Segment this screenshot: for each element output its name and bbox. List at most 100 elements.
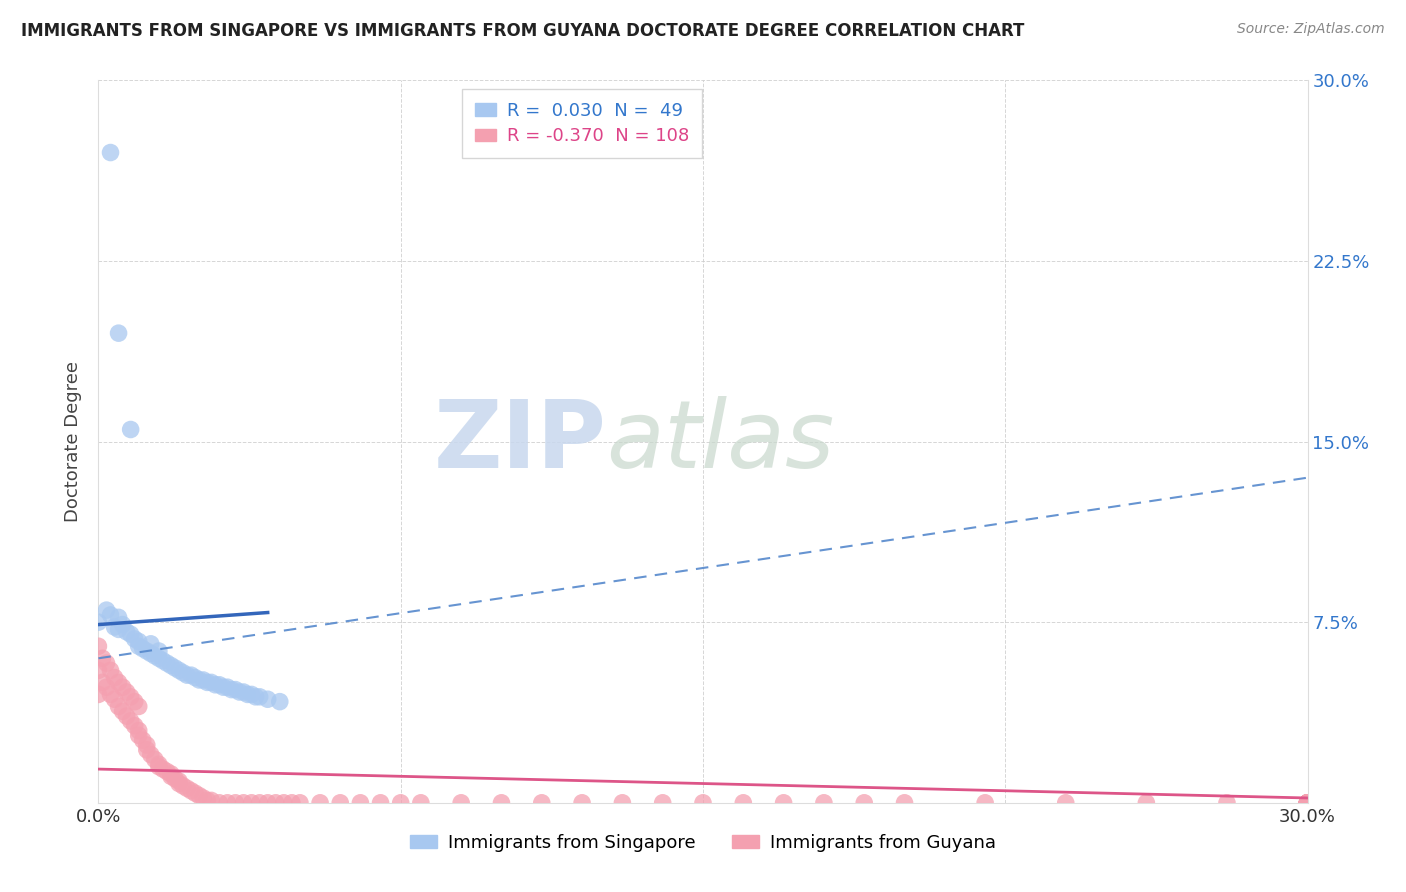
Point xyxy=(1296,796,1319,810)
Point xyxy=(571,796,593,810)
Point xyxy=(1296,796,1319,810)
Point xyxy=(103,692,125,706)
Point xyxy=(269,695,291,709)
Point xyxy=(1296,796,1319,810)
Point xyxy=(256,796,278,810)
Point xyxy=(236,687,259,701)
Point xyxy=(184,786,207,800)
Point xyxy=(167,664,190,678)
Point xyxy=(128,634,150,648)
Point xyxy=(195,675,218,690)
Point xyxy=(1296,796,1319,810)
Point xyxy=(139,647,162,661)
Point xyxy=(208,678,231,692)
Point xyxy=(176,781,198,796)
Point xyxy=(107,326,129,340)
Point xyxy=(1296,796,1319,810)
Point xyxy=(217,796,239,810)
Point xyxy=(1054,796,1077,810)
Point xyxy=(228,685,250,699)
Point xyxy=(1135,796,1157,810)
Point xyxy=(1296,796,1319,810)
Point xyxy=(160,658,183,673)
Point xyxy=(176,668,198,682)
Point xyxy=(188,789,211,803)
Point xyxy=(1296,796,1319,810)
Point xyxy=(612,796,634,810)
Point xyxy=(772,796,794,810)
Point xyxy=(853,796,876,810)
Point xyxy=(96,680,118,694)
Point xyxy=(249,796,271,810)
Point xyxy=(200,675,222,690)
Point xyxy=(1296,796,1319,810)
Point xyxy=(273,796,295,810)
Point xyxy=(143,648,166,663)
Point xyxy=(128,699,150,714)
Point xyxy=(1296,796,1319,810)
Point xyxy=(128,723,150,738)
Point xyxy=(1296,796,1319,810)
Point xyxy=(389,796,412,810)
Point xyxy=(120,690,142,704)
Point xyxy=(172,665,194,680)
Point xyxy=(1296,796,1319,810)
Point xyxy=(204,678,226,692)
Point xyxy=(193,673,215,687)
Point xyxy=(1296,796,1319,810)
Point xyxy=(91,651,114,665)
Point xyxy=(692,796,714,810)
Point xyxy=(139,637,162,651)
Point xyxy=(100,607,122,622)
Point xyxy=(132,733,155,747)
Point xyxy=(128,728,150,742)
Point xyxy=(813,796,835,810)
Point xyxy=(1296,796,1319,810)
Point xyxy=(148,644,170,658)
Point xyxy=(1296,796,1319,810)
Point xyxy=(1296,796,1319,810)
Text: IMMIGRANTS FROM SINGAPORE VS IMMIGRANTS FROM GUYANA DOCTORATE DEGREE CORRELATION: IMMIGRANTS FROM SINGAPORE VS IMMIGRANTS … xyxy=(21,22,1025,40)
Point xyxy=(156,764,179,779)
Point xyxy=(221,682,243,697)
Point xyxy=(135,644,157,658)
Y-axis label: Doctorate Degree: Doctorate Degree xyxy=(65,361,83,522)
Point xyxy=(309,796,332,810)
Point xyxy=(195,793,218,807)
Point xyxy=(111,680,134,694)
Point xyxy=(264,796,287,810)
Point xyxy=(107,675,129,690)
Point xyxy=(167,776,190,790)
Point xyxy=(160,767,183,781)
Point xyxy=(409,796,432,810)
Point xyxy=(132,641,155,656)
Point xyxy=(1296,796,1319,810)
Point xyxy=(224,796,246,810)
Point xyxy=(733,796,755,810)
Point xyxy=(1296,796,1319,810)
Point xyxy=(1296,796,1319,810)
Point xyxy=(167,774,190,789)
Point xyxy=(100,664,122,678)
Point xyxy=(1296,796,1319,810)
Point xyxy=(651,796,673,810)
Point xyxy=(188,673,211,687)
Point xyxy=(180,784,202,798)
Point xyxy=(208,796,231,810)
Text: atlas: atlas xyxy=(606,396,835,487)
Point xyxy=(256,692,278,706)
Point xyxy=(184,671,207,685)
Point xyxy=(124,632,146,646)
Point xyxy=(148,760,170,774)
Point xyxy=(143,752,166,766)
Point xyxy=(87,639,110,653)
Point xyxy=(893,796,915,810)
Point xyxy=(281,796,304,810)
Point xyxy=(120,714,142,728)
Point xyxy=(111,704,134,718)
Point xyxy=(217,680,239,694)
Point xyxy=(87,687,110,701)
Point xyxy=(111,617,134,632)
Point xyxy=(152,654,174,668)
Point xyxy=(87,615,110,630)
